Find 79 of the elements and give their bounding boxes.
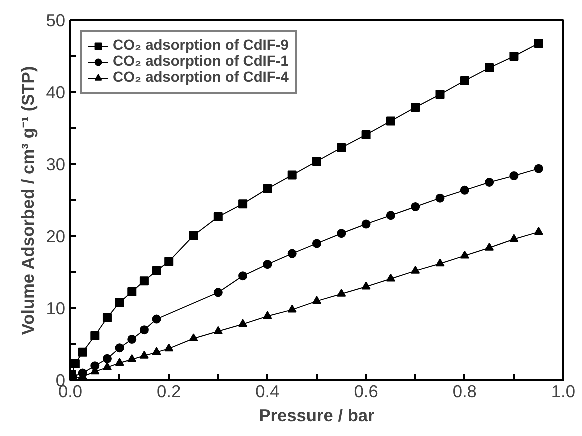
- point: [152, 347, 162, 356]
- point: [152, 314, 162, 324]
- point: [164, 257, 174, 266]
- point: [115, 358, 124, 366]
- point: [337, 288, 346, 297]
- point: [102, 354, 112, 364]
- point: [386, 116, 396, 126]
- y-tick-label: 30: [46, 154, 66, 174]
- point: [485, 242, 494, 251]
- point: [140, 326, 149, 335]
- point: [115, 344, 124, 353]
- point: [362, 130, 371, 140]
- point: [485, 178, 494, 187]
- y-tick-label: 40: [46, 82, 66, 102]
- x-tick-label: 0.4: [256, 382, 280, 402]
- point: [164, 344, 174, 352]
- point: [189, 334, 198, 342]
- point: [337, 143, 346, 152]
- point: [288, 170, 297, 180]
- point: [214, 326, 223, 334]
- point: [460, 186, 470, 195]
- point: [238, 272, 248, 281]
- point: [411, 103, 420, 112]
- point: [436, 194, 445, 203]
- text: 1.0: [551, 382, 576, 402]
- point: [78, 348, 88, 357]
- point: [238, 200, 248, 209]
- point: [140, 350, 149, 359]
- point: [128, 354, 137, 362]
- point: [312, 157, 322, 166]
- point: [386, 211, 396, 220]
- point: [140, 276, 149, 286]
- point: [115, 298, 124, 308]
- point: [362, 282, 371, 290]
- x-tick-label: 0.2: [157, 382, 182, 402]
- legend-label: CO₂ adsorption of CdIF-1: [113, 54, 289, 70]
- point: [460, 76, 470, 86]
- point: [386, 274, 396, 282]
- point: [214, 288, 223, 298]
- point: [460, 250, 470, 259]
- point: [436, 258, 445, 267]
- point: [90, 331, 100, 340]
- point: [312, 296, 322, 304]
- point: [214, 212, 223, 222]
- y-axis-title: Volume Adsorbed / cm³ g⁻¹ (STP): [18, 66, 38, 336]
- y-tick-label: 10: [46, 298, 66, 318]
- point: [534, 39, 544, 48]
- point: [152, 266, 162, 276]
- x-tick-label: 0.6: [354, 382, 378, 402]
- y-tick-label: 50: [46, 10, 66, 30]
- point: [485, 64, 494, 73]
- legend-label: CO₂ adsorption of CdIF-9: [113, 38, 289, 54]
- x-tick-label: 0.8: [452, 382, 477, 402]
- point: [128, 287, 137, 296]
- point: [288, 249, 297, 258]
- point: [102, 362, 112, 370]
- point: [411, 266, 420, 274]
- point: [436, 90, 445, 100]
- point: [510, 52, 519, 61]
- point: [263, 260, 272, 270]
- point: [128, 334, 137, 344]
- x-axis-title: Pressure / bar: [259, 406, 376, 426]
- y-tick-label: 20: [46, 226, 66, 246]
- point: [510, 172, 519, 181]
- legend-label: CO₂ adsorption of CdIF-4: [113, 70, 289, 86]
- point: [534, 164, 544, 174]
- point: [70, 359, 80, 368]
- point: [238, 319, 248, 328]
- point: [534, 227, 544, 235]
- point: [263, 184, 272, 194]
- point: [263, 311, 272, 320]
- point: [510, 234, 519, 242]
- point: [189, 231, 198, 240]
- point: [288, 304, 297, 313]
- point: [337, 229, 346, 238]
- point: [102, 313, 112, 322]
- point: [312, 239, 322, 248]
- point: [362, 220, 371, 229]
- point: [411, 202, 420, 212]
